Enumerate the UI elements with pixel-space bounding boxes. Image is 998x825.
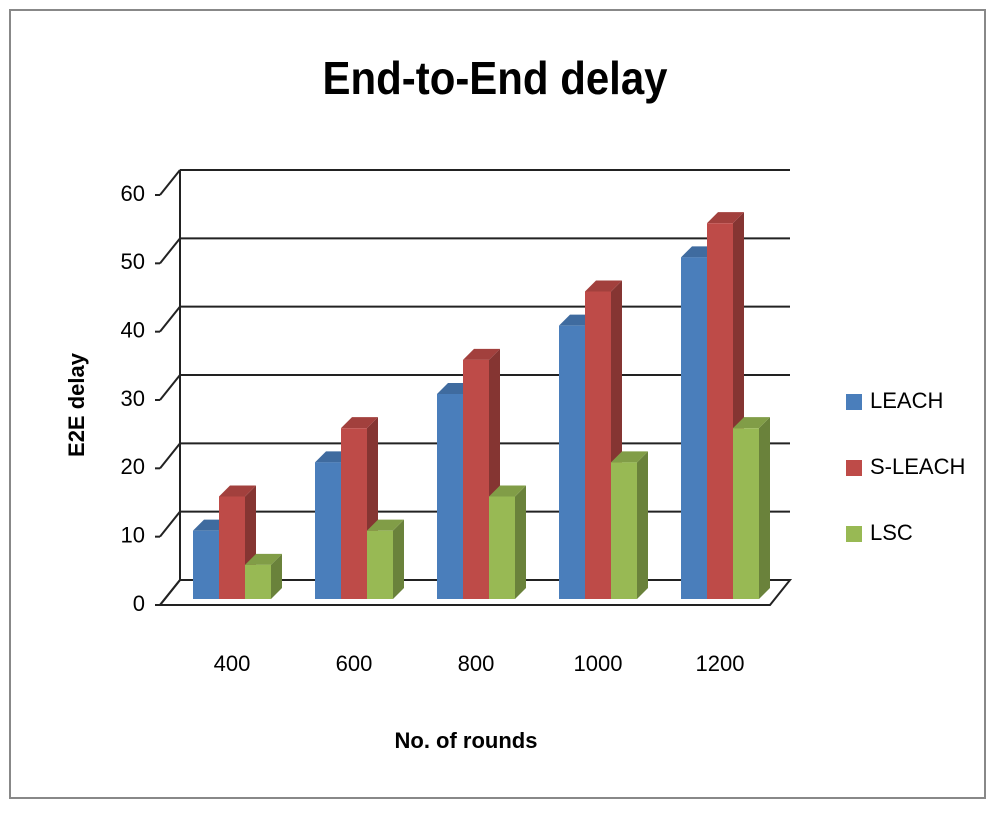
legend-swatch bbox=[846, 394, 862, 410]
bar-front bbox=[315, 462, 341, 599]
bar-top bbox=[367, 519, 404, 531]
bar-front bbox=[681, 257, 707, 599]
bar-side bbox=[271, 553, 282, 599]
chart-title: End-to-End delay bbox=[323, 52, 668, 104]
legend-label: S-LEACH bbox=[870, 454, 965, 479]
bar-top bbox=[219, 485, 256, 497]
bar-side bbox=[759, 417, 770, 599]
bar bbox=[341, 417, 378, 599]
x-tick-label: 800 bbox=[458, 651, 495, 676]
bar bbox=[733, 417, 770, 599]
x-axis-title: No. of rounds bbox=[395, 728, 538, 753]
bar bbox=[489, 485, 526, 599]
bar-side bbox=[393, 519, 404, 599]
bar-top bbox=[489, 485, 526, 497]
bar-side bbox=[637, 451, 648, 599]
bar-top bbox=[463, 348, 500, 360]
bar-top bbox=[341, 417, 378, 429]
tick-connector bbox=[159, 579, 181, 606]
bar-front bbox=[193, 530, 219, 599]
tick-connector bbox=[159, 169, 181, 196]
y-axis-title: E2E delay bbox=[64, 352, 89, 457]
bar-side bbox=[515, 485, 526, 599]
bar-front bbox=[219, 496, 245, 599]
tick-connector bbox=[159, 237, 181, 264]
y-tick-label: 0 bbox=[133, 591, 145, 616]
bar-front bbox=[585, 291, 611, 599]
bar-top bbox=[611, 451, 648, 463]
bar-front bbox=[367, 530, 393, 599]
bar-top bbox=[733, 417, 770, 429]
bar-front bbox=[559, 325, 585, 599]
bar bbox=[245, 553, 282, 599]
y-tick-label: 50 bbox=[121, 249, 145, 274]
bar-front bbox=[245, 564, 271, 599]
tick-connector bbox=[159, 442, 181, 469]
y-tick-label: 60 bbox=[121, 181, 145, 206]
x-tick-label: 1000 bbox=[574, 651, 623, 676]
bar-front bbox=[707, 223, 733, 599]
x-tick-label: 600 bbox=[336, 651, 373, 676]
bar-front bbox=[733, 428, 759, 599]
legend-label: LEACH bbox=[870, 388, 943, 413]
y-tick-label: 10 bbox=[121, 522, 145, 547]
bar bbox=[367, 519, 404, 599]
legend-swatch bbox=[846, 460, 862, 476]
bar bbox=[611, 451, 648, 599]
x-tick-label: 400 bbox=[214, 651, 251, 676]
bar-front bbox=[463, 359, 489, 599]
bar-top bbox=[585, 280, 622, 292]
bar-front bbox=[489, 496, 515, 599]
legend-swatch bbox=[846, 526, 862, 542]
tick-connector bbox=[159, 306, 181, 333]
bar-front bbox=[341, 428, 367, 599]
tick-connector bbox=[159, 374, 181, 401]
tick-connector bbox=[159, 511, 181, 538]
bar-top bbox=[245, 553, 282, 565]
y-tick-label: 20 bbox=[121, 454, 145, 479]
x-tick-label: 1200 bbox=[696, 651, 745, 676]
y-tick-label: 30 bbox=[121, 386, 145, 411]
legend-label: LSC bbox=[870, 520, 913, 545]
y-tick-label: 40 bbox=[121, 317, 145, 342]
bar-front bbox=[437, 394, 463, 599]
bar-front bbox=[611, 462, 637, 599]
bar-top bbox=[707, 212, 744, 224]
